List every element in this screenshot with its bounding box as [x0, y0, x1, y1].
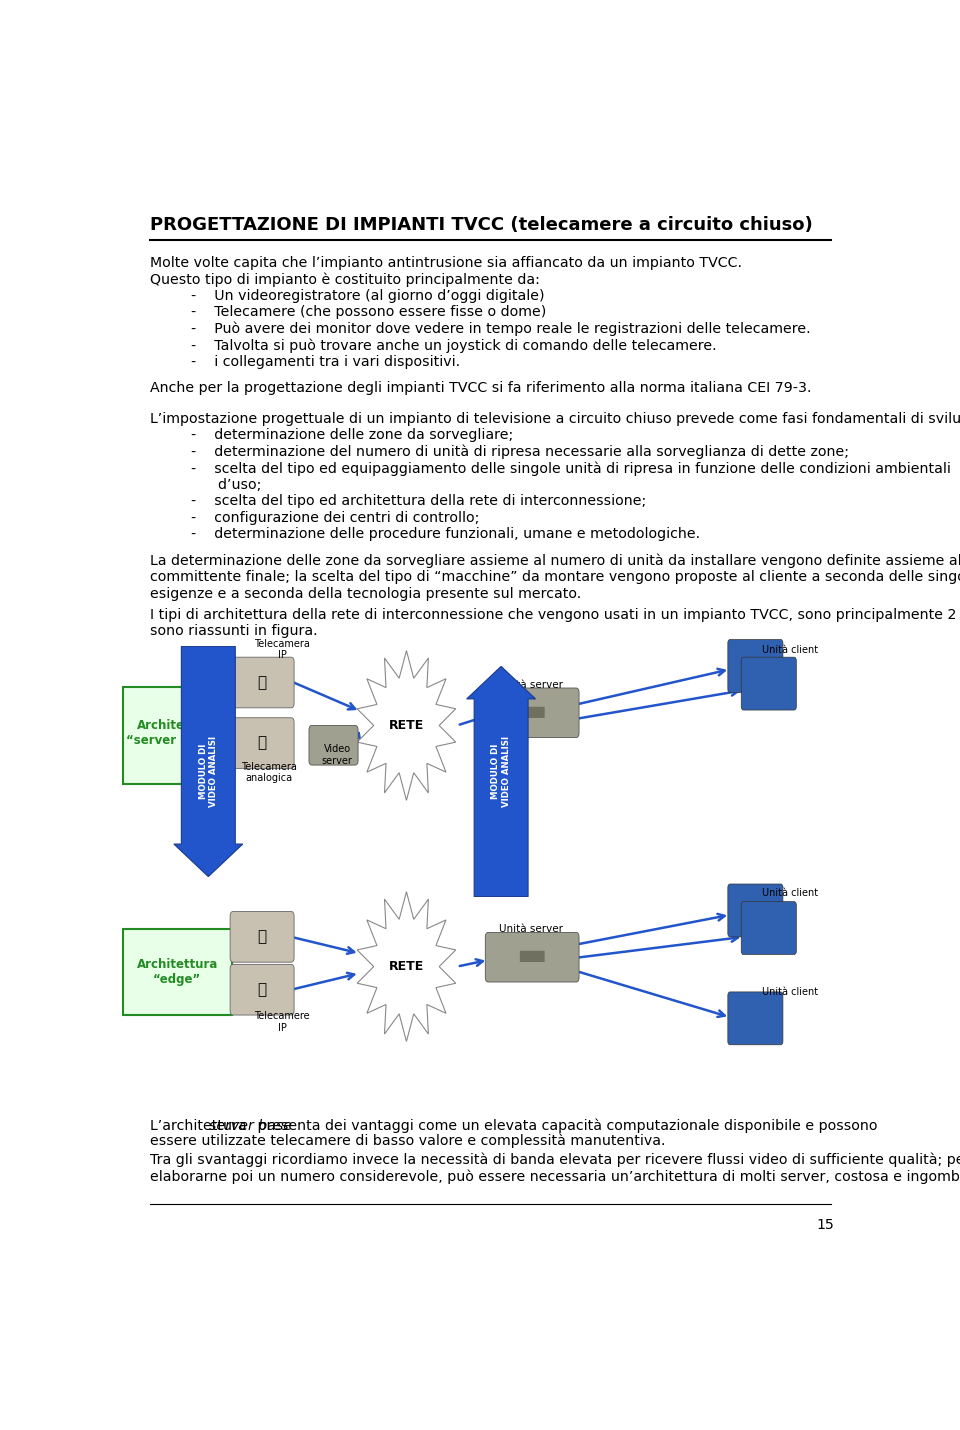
FancyBboxPatch shape	[123, 686, 231, 784]
Text: -    determinazione del numero di unità di ripresa necessarie alla sorveglianza : - determinazione del numero di unità di …	[191, 445, 849, 459]
Text: presenta dei vantaggi come un elevata capacità computazionale disponibile e poss: presenta dei vantaggi come un elevata ca…	[253, 1118, 877, 1133]
Text: d’uso;: d’uso;	[191, 478, 261, 492]
Text: ███: ███	[519, 951, 545, 962]
Text: 15: 15	[816, 1218, 834, 1231]
FancyArrow shape	[467, 666, 536, 897]
Text: Telecamera
analogica: Telecamera analogica	[241, 762, 297, 784]
Text: -    Un videoregistratore (al giorno d’oggi digitale): - Un videoregistratore (al giorno d’oggi…	[191, 289, 544, 303]
Text: Tra gli svantaggi ricordiamo invece la necessità di banda elevata per ricevere f: Tra gli svantaggi ricordiamo invece la n…	[150, 1153, 960, 1167]
Text: committente finale; la scelta del tipo di “macchine” da montare vengono proposte: committente finale; la scelta del tipo d…	[150, 571, 960, 585]
FancyBboxPatch shape	[230, 911, 294, 962]
FancyBboxPatch shape	[728, 992, 783, 1045]
FancyArrow shape	[174, 646, 243, 877]
Text: Anche per la progettazione degli impianti TVCC si fa riferimento alla norma ital: Anche per la progettazione degli impiant…	[150, 380, 811, 395]
Text: MODULO DI
VIDEO ANALISI: MODULO DI VIDEO ANALISI	[492, 736, 511, 807]
Text: Unità server: Unità server	[499, 924, 564, 934]
Polygon shape	[357, 892, 456, 1041]
Text: elaborarne poi un numero considerevole, può essere necessaria un’architettura di: elaborarne poi un numero considerevole, …	[150, 1170, 960, 1184]
Text: L’architettura: L’architettura	[150, 1118, 251, 1133]
FancyBboxPatch shape	[741, 902, 796, 954]
Text: -    Può avere dei monitor dove vedere in tempo reale le registrazioni delle tel: - Può avere dei monitor dove vedere in t…	[191, 322, 810, 336]
Text: RETE: RETE	[389, 960, 424, 972]
Text: -    Telecamere (che possono essere fisse o dome): - Telecamere (che possono essere fisse o…	[191, 306, 546, 319]
Text: esigenze e a seconda della tecnologia presente sul mercato.: esigenze e a seconda della tecnologia pr…	[150, 586, 581, 601]
Text: La determinazione delle zone da sorvegliare assieme al numero di unità da instal: La determinazione delle zone da sorvegli…	[150, 553, 960, 568]
Text: Unità client: Unità client	[761, 988, 818, 998]
Polygon shape	[357, 651, 456, 801]
FancyBboxPatch shape	[728, 639, 783, 692]
Text: 📷: 📷	[257, 930, 267, 944]
Text: Architettura
“edge”: Architettura “edge”	[136, 958, 218, 987]
FancyBboxPatch shape	[230, 964, 294, 1015]
Text: Questo tipo di impianto è costituito principalmente da:: Questo tipo di impianto è costituito pri…	[150, 272, 540, 287]
FancyBboxPatch shape	[123, 930, 231, 1015]
Text: -    determinazione delle procedure funzionali, umane e metodologiche.: - determinazione delle procedure funzion…	[191, 528, 700, 542]
Text: Molte volte capita che l’impianto antintrusione sia affiancato da un impianto TV: Molte volte capita che l’impianto antint…	[150, 256, 742, 270]
FancyBboxPatch shape	[230, 718, 294, 768]
Text: Telecamera
IP: Telecamera IP	[254, 639, 310, 661]
Text: I tipi di architettura della rete di interconnessione che vengono usati in un im: I tipi di architettura della rete di int…	[150, 608, 960, 622]
Text: server base: server base	[209, 1118, 293, 1133]
Text: 📷: 📷	[257, 735, 267, 751]
FancyBboxPatch shape	[486, 932, 579, 982]
Text: 📷: 📷	[257, 675, 267, 691]
Text: -    determinazione delle zone da sorvegliare;: - determinazione delle zone da sorveglia…	[191, 428, 513, 442]
Text: Unità client: Unità client	[761, 645, 818, 655]
Text: essere utilizzate telecamere di basso valore e complessità manutentiva.: essere utilizzate telecamere di basso va…	[150, 1134, 665, 1148]
Text: -    scelta del tipo ed equipaggiamento delle singole unità di ripresa in funzio: - scelta del tipo ed equipaggiamento del…	[191, 462, 950, 476]
Text: Unità client: Unità client	[761, 888, 818, 898]
FancyBboxPatch shape	[741, 658, 796, 711]
Text: -    configurazione dei centri di controllo;: - configurazione dei centri di controllo…	[191, 511, 479, 525]
Text: Video
server: Video server	[322, 744, 352, 766]
FancyBboxPatch shape	[230, 658, 294, 708]
Text: MODULO DI
VIDEO ANALISI: MODULO DI VIDEO ANALISI	[199, 736, 218, 807]
FancyBboxPatch shape	[309, 725, 358, 765]
Text: 📷: 📷	[257, 982, 267, 997]
Text: Telecamere
IP: Telecamere IP	[254, 1011, 310, 1032]
Text: ███: ███	[519, 706, 545, 718]
Text: sono riassunti in figura.: sono riassunti in figura.	[150, 623, 318, 638]
Text: -    i collegamenti tra i vari dispositivi.: - i collegamenti tra i vari dispositivi.	[191, 355, 460, 369]
Text: Unità server: Unità server	[499, 681, 564, 691]
Text: -    Talvolta si può trovare anche un joystick di comando delle telecamere.: - Talvolta si può trovare anche un joyst…	[191, 339, 716, 353]
Text: Architettura
“server based”: Architettura “server based”	[127, 719, 228, 746]
Text: PROGETTAZIONE DI IMPIANTI TVCC (telecamere a circuito chiuso): PROGETTAZIONE DI IMPIANTI TVCC (telecame…	[150, 216, 812, 233]
FancyBboxPatch shape	[728, 884, 783, 937]
Text: RETE: RETE	[389, 719, 424, 732]
Text: -    scelta del tipo ed architettura della rete di interconnessione;: - scelta del tipo ed architettura della …	[191, 495, 646, 508]
Text: L’impostazione progettuale di un impianto di televisione a circuito chiuso preve: L’impostazione progettuale di un impiant…	[150, 412, 960, 426]
FancyBboxPatch shape	[486, 688, 579, 738]
